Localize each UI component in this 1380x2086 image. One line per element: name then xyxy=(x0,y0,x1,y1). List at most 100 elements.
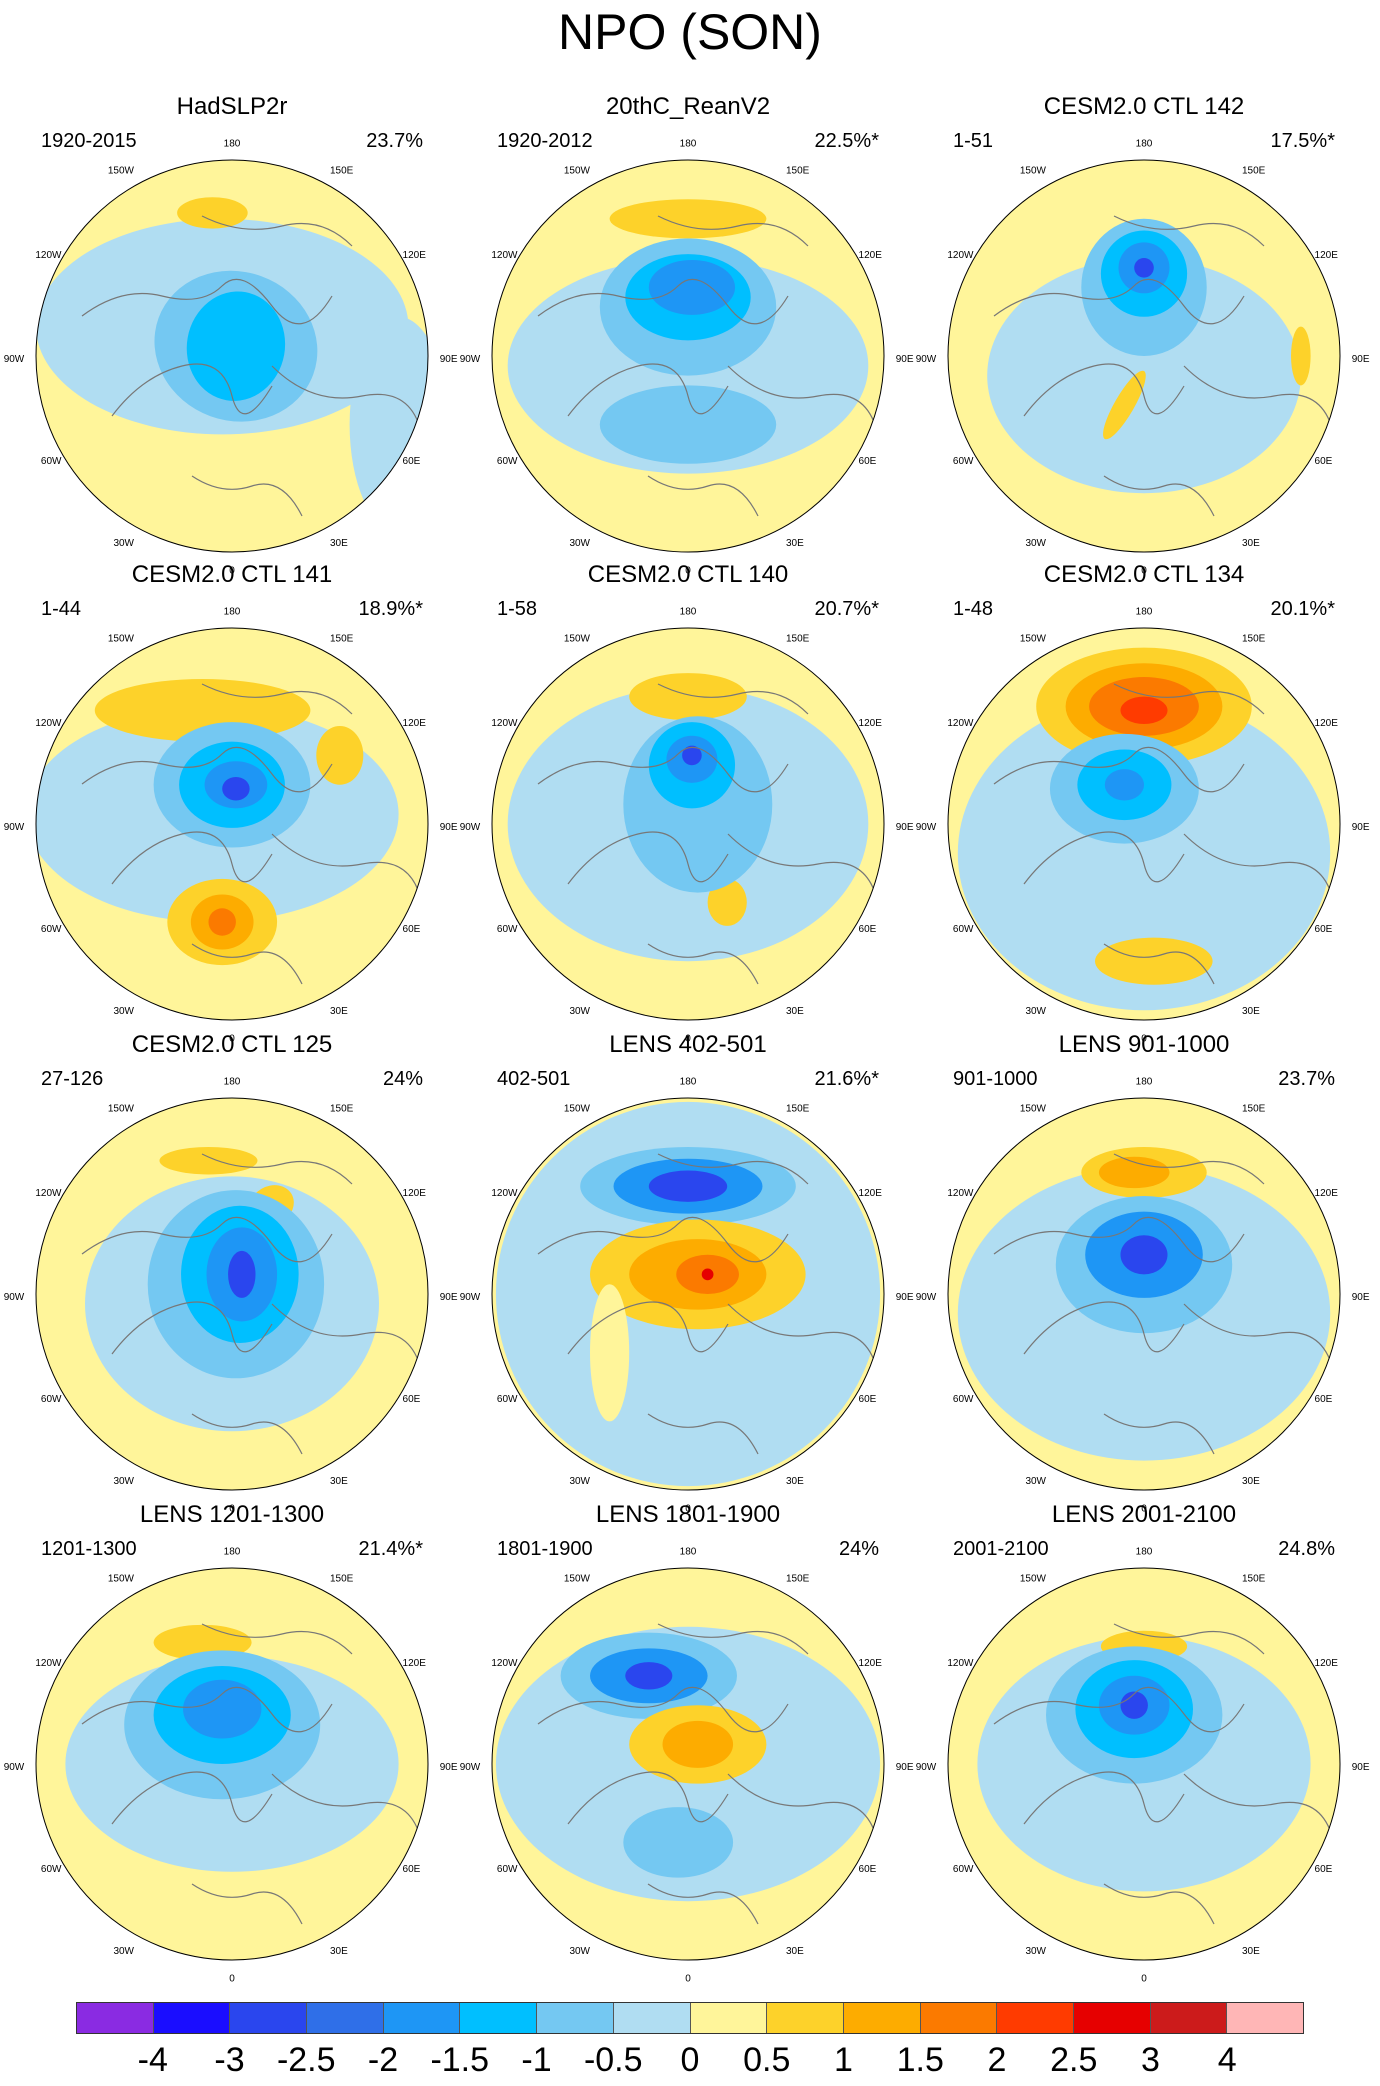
map-boundary xyxy=(947,159,1341,553)
longitude-label: 150E xyxy=(786,634,810,645)
map-boundary xyxy=(35,627,429,1021)
longitude-label: 150W xyxy=(564,1574,591,1585)
longitude-label: 60W xyxy=(497,1394,518,1405)
longitude-label: 150W xyxy=(564,634,591,645)
map-boundary xyxy=(35,1567,429,1961)
longitude-label: 60W xyxy=(41,1394,62,1405)
colorbar-label: -4 xyxy=(137,2041,168,2079)
longitude-label: 180 xyxy=(1136,1076,1153,1087)
contour-region xyxy=(623,1807,734,1878)
longitude-label: 90E xyxy=(1352,1762,1370,1773)
longitude-label: 0 xyxy=(1141,566,1147,577)
polar-map: 180 0 90W 90E 150W 120W 150E 120E 60W 30W 60E 30E xyxy=(460,1076,914,1514)
longitude-label: 90E xyxy=(1352,1292,1370,1303)
longitude-label: 120E xyxy=(1315,1658,1339,1669)
longitude-label: 180 xyxy=(224,606,241,617)
longitude-label: 0 xyxy=(229,1504,235,1515)
coastline xyxy=(81,683,423,985)
polar-map: 180 0 90W 90E 150W 120W 150E 120E 60W 30W 60E 30E xyxy=(916,1076,1370,1514)
longitude-label: 60W xyxy=(497,924,518,935)
longitude-label: 90W xyxy=(916,354,937,365)
longitude-label: 90W xyxy=(4,1762,25,1773)
panel-variance: 23.7% xyxy=(1278,1068,1335,1090)
colorbar-labels: -4 -3 -2.5 -2 -1.5 -1 -0.5 0 0.5 1 1.5 2 2.5 3 4 xyxy=(0,2040,1380,2084)
contour-region xyxy=(648,259,736,315)
longitude-label: 120E xyxy=(1315,250,1339,261)
panel-period: 2001-2100 xyxy=(953,1538,1049,1560)
colorbar-swatch xyxy=(77,2003,154,2033)
longitude-label: 90W xyxy=(916,822,937,833)
longitude-label: 60E xyxy=(859,1394,877,1405)
longitude-label: 60E xyxy=(859,924,877,935)
contour-region xyxy=(1120,1235,1168,1275)
coastline xyxy=(537,1623,879,1925)
longitude-label: 150E xyxy=(786,1574,810,1585)
panel-variance: 22.5%* xyxy=(814,130,880,152)
longitude-label: 60E xyxy=(1315,1864,1333,1875)
colorbar-swatch xyxy=(230,2003,308,2033)
longitude-label: 150W xyxy=(1020,166,1047,177)
coastline xyxy=(993,1153,1335,1455)
panel-title: HadSLP2r xyxy=(176,93,288,120)
longitude-label: 30W xyxy=(1025,1476,1046,1487)
colorbar-label: -3 xyxy=(214,2041,245,2079)
colorbar-swatch xyxy=(1150,2003,1228,2033)
polar-map: 180 0 90W 90E 150W 120W 150E 120E 60W 30W 60E 30E xyxy=(460,138,914,576)
colorbar-label: -1 xyxy=(521,2041,552,2079)
longitude-label: 30E xyxy=(786,1006,804,1017)
longitude-label: 0 xyxy=(685,566,691,577)
panel-period: 27-126 xyxy=(41,1068,104,1090)
colorbar-swatch xyxy=(153,2003,231,2033)
contour-region xyxy=(609,199,767,239)
longitude-label: 180 xyxy=(224,138,241,149)
longitude-label: 150E xyxy=(1242,1574,1266,1585)
longitude-label: 30W xyxy=(1025,1006,1046,1017)
longitude-label: 30W xyxy=(569,1476,590,1487)
longitude-label: 90E xyxy=(440,1292,458,1303)
longitude-label: 30E xyxy=(330,538,348,549)
polar-map: 180 0 90W 90E 150W 120W 150E 120E 60W 30W 60E 30E xyxy=(916,138,1370,576)
longitude-label: 120E xyxy=(403,1658,427,1669)
map-boundary xyxy=(35,159,429,553)
longitude-label: 0 xyxy=(685,1034,691,1045)
colorbar-swatch xyxy=(613,2003,691,2033)
contour-region xyxy=(629,673,747,721)
longitude-label: 0 xyxy=(229,1034,235,1045)
longitude-label: 150W xyxy=(1020,1104,1047,1115)
map-boundary xyxy=(947,1567,1341,1961)
contour-region xyxy=(625,1662,673,1690)
longitude-label: 90E xyxy=(440,354,458,365)
map-panel: CESM2.0 CTL 125 27-126 24% 180 0 90W 90E 150W 12… xyxy=(4,1030,458,1515)
colorbar-swatch xyxy=(1227,2003,1303,2033)
map-panel: LENS 901-1000 901-1000 23.7% 180 0 90W 90E 150W… xyxy=(916,1030,1370,1515)
polar-map: 180 0 90W 90E 150W 120W 150E 120E 60W 30W 60E 30E xyxy=(4,1076,458,1514)
contour-region xyxy=(590,1284,630,1422)
colorbar-swatch xyxy=(843,2003,921,2033)
longitude-label: 30W xyxy=(113,1476,134,1487)
map-panel: LENS 2001-2100 2001-2100 24.8% 180 0 90W 90E 15… xyxy=(916,1500,1370,1985)
longitude-label: 150W xyxy=(564,1104,591,1115)
longitude-label: 30E xyxy=(330,1476,348,1487)
longitude-label: 180 xyxy=(224,1546,241,1557)
longitude-label: 180 xyxy=(680,1546,697,1557)
coastline xyxy=(537,683,879,985)
longitude-label: 150W xyxy=(1020,634,1047,645)
colorbar-label: 2 xyxy=(987,2041,1007,2079)
longitude-label: 150W xyxy=(108,634,135,645)
longitude-label: 90E xyxy=(896,822,914,833)
polar-map: 180 0 90W 90E 150W 120W 150E 120E 60W 30W 60E 30E xyxy=(460,1546,914,1984)
map-panel: CESM2.0 CTL 134 1-48 20.1%* 180 0 90W 90E 150W 1… xyxy=(916,560,1370,1045)
panel-title: CESM2.0 CTL 141 xyxy=(131,561,333,588)
panel-title: CESM2.0 CTL 140 xyxy=(587,561,789,588)
panel-variance: 24% xyxy=(382,1068,423,1090)
longitude-label: 60W xyxy=(41,924,62,935)
longitude-label: 150W xyxy=(108,1574,135,1585)
longitude-label: 60W xyxy=(497,1864,518,1875)
longitude-label: 150E xyxy=(330,166,354,177)
panel-period: 901-1000 xyxy=(953,1068,1038,1090)
coastline xyxy=(81,1623,423,1925)
contour-region xyxy=(186,291,286,401)
contour-region xyxy=(208,908,236,936)
colorbar-swatch xyxy=(537,2003,614,2033)
longitude-label: 60W xyxy=(953,924,974,935)
